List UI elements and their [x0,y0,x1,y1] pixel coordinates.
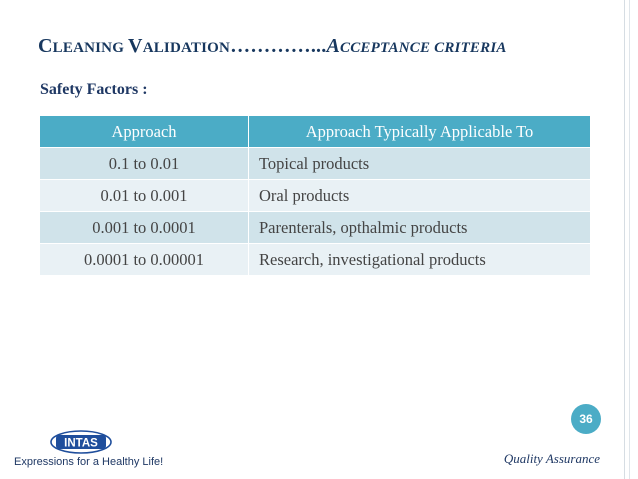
title-validation: ALIDATION [142,40,231,56]
cell-approach: 0.0001 to 0.00001 [40,243,249,275]
cell-applicable: Topical products [248,147,590,180]
header-applicable-to: Approach Typically Applicable To [248,116,590,148]
section-subtitle: Safety Factors : [40,81,148,98]
table-row: 0.1 to 0.01 Topical products [40,147,590,180]
header-approach: Approach [40,116,249,148]
table-row: 0.001 to 0.0001 Parenterals, opthalmic p… [40,211,590,244]
cell-applicable: Parenterals, opthalmic products [248,211,590,244]
table-row: 0.01 to 0.001 Oral products [40,179,590,212]
title-dots: …………... [230,35,327,57]
cell-approach: 0.001 to 0.0001 [40,211,249,244]
title-acceptance-criteria: CCEPTANCE CRITERIA [340,40,507,56]
cell-applicable: Oral products [248,179,590,212]
slide-title: CLEANING VALIDATION…………...ACCEPTANCE CRI… [38,35,608,58]
title-initial-c: C [38,35,53,57]
cell-applicable: Research, investigational products [248,243,590,275]
title-cleaning: LEANING [52,40,129,56]
logo-text: INTAS [64,438,98,450]
page-number-badge: 36 [571,404,601,434]
table-header-row: Approach Approach Typically Applicable T… [40,116,590,148]
table-row: 0.0001 to 0.00001 Research, investigatio… [40,243,590,275]
intas-logo: INTAS [50,430,112,454]
cell-approach: 0.01 to 0.001 [40,179,249,212]
safety-factors-table: Approach Approach Typically Applicable T… [40,116,590,275]
footer-label: Quality Assurance [503,451,600,466]
company-tagline: Expressions for a Healthy Life! [14,456,164,468]
title-initial-a: A [326,35,341,57]
cell-approach: 0.1 to 0.01 [40,147,249,180]
title-initial-v: V [128,35,143,57]
slide-frame-edge [624,0,638,479]
